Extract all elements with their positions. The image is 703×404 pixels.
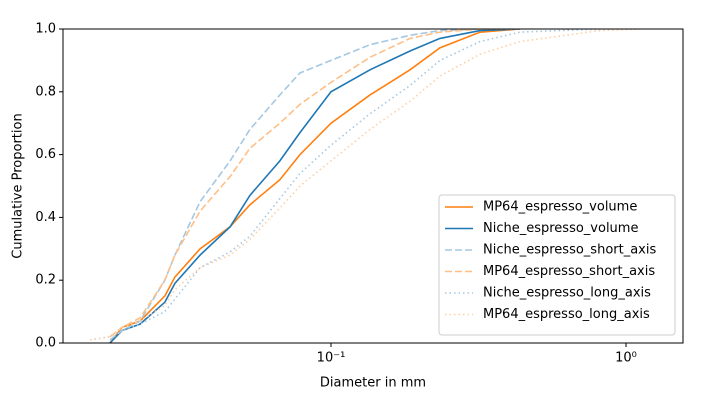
legend-label: Niche_espresso_short_axis — [483, 243, 656, 258]
legend-label: MP64_espresso_long_axis — [483, 307, 650, 322]
series-line — [109, 29, 520, 343]
series-line — [109, 29, 520, 341]
legend-box — [438, 194, 676, 336]
series-line — [89, 29, 640, 341]
series-line — [89, 29, 640, 341]
y-tick-label: 0.2 — [35, 273, 56, 288]
y-tick-label: 0.8 — [35, 84, 56, 99]
legend-label: Niche_espresso_volume — [483, 221, 638, 236]
x-tick-label: 10⁻¹ — [317, 351, 346, 366]
legend-label: MP64_espresso_volume — [483, 200, 637, 215]
legend-label: MP64_espresso_short_axis — [483, 264, 655, 279]
plot-frame — [62, 28, 684, 344]
x-tick-label: 10⁰ — [615, 351, 637, 366]
x-axis-label: Diameter in mm — [320, 376, 426, 391]
y-tick-label: 0.6 — [35, 147, 56, 162]
y-tick-label: 0.4 — [35, 210, 56, 225]
y-tick-label: 1.0 — [35, 22, 56, 37]
legend-label: Niche_espresso_long_axis — [483, 286, 651, 301]
y-tick-label: 0.0 — [35, 336, 56, 351]
y-axis-label: Cumulative Proportion — [11, 113, 26, 258]
series-line — [109, 29, 521, 343]
